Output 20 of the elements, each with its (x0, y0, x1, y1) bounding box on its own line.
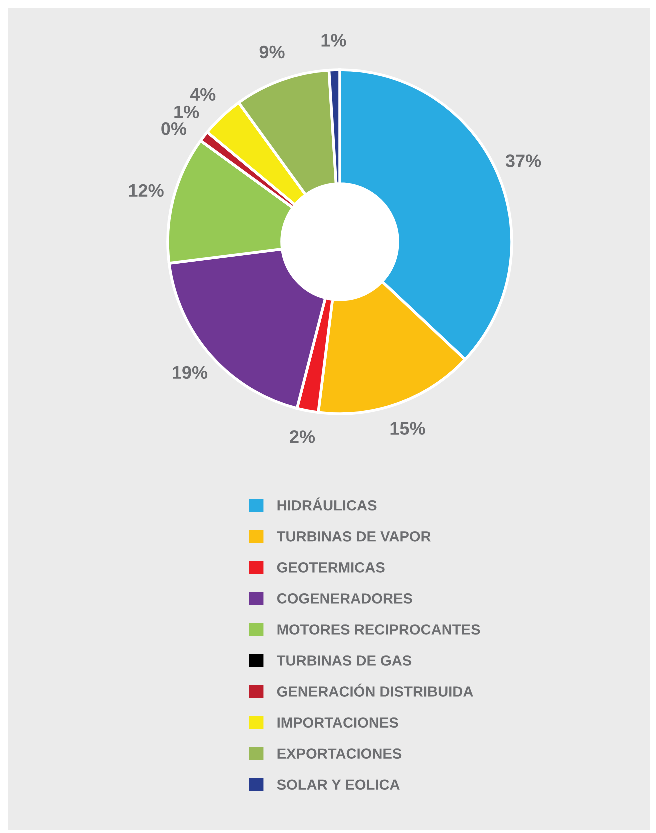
data-label: 15% (390, 422, 426, 436)
text: 0% (162, 122, 187, 136)
legend-label: HIDRÁULICAS (278, 498, 377, 511)
legend-label: COGENERADORES (277, 594, 412, 604)
legend-label: SOLAR Y EOLICA (277, 780, 400, 790)
legend-label: TURBINAS DE VAPOR (276, 531, 432, 542)
data-label: 37% (506, 154, 542, 168)
legend-label: GEOTERMICAS (277, 562, 385, 573)
legend-label: IMPORTACIONES (278, 718, 398, 728)
data-label: 4% (190, 88, 216, 102)
legend-label: GENERACIÓN DISTRIBUIDA (277, 684, 474, 697)
legend-label: TURBINAS DE GAS (276, 656, 412, 666)
data-label: 19% (173, 366, 208, 380)
data-label: 1% (322, 34, 346, 47)
legend-label: EXPORTACIONES (278, 748, 402, 759)
data-label: 2% (290, 430, 316, 444)
data-label: 12% (129, 184, 164, 198)
data-label: 1% (174, 106, 200, 119)
data-label: 9% (260, 46, 285, 59)
legend-label: MOTORES RECIPROCANTES (278, 624, 480, 635)
